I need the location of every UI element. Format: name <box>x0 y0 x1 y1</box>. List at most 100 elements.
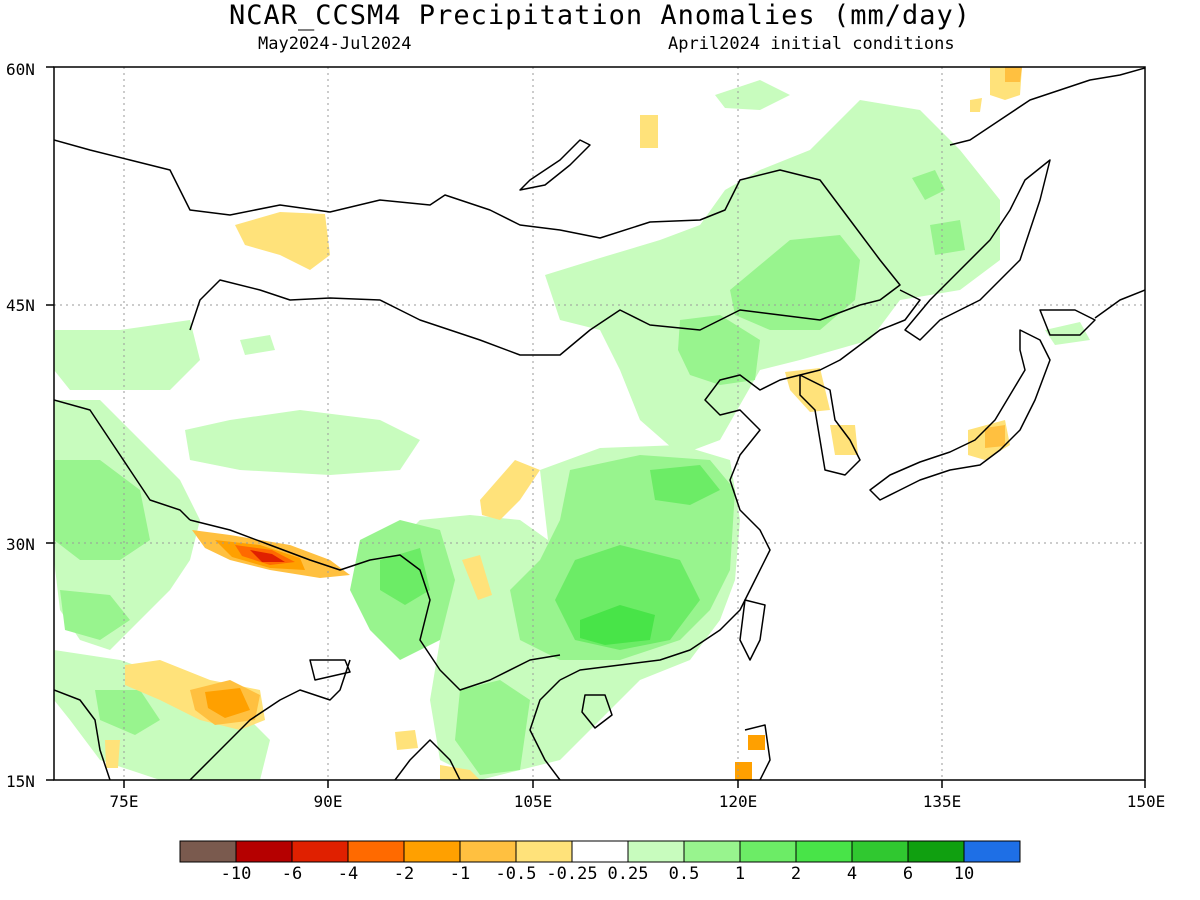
lat-label-15n: 15N <box>6 772 35 791</box>
colorbar-swatch <box>515 840 573 863</box>
colorbar-label: 0.5 <box>668 864 700 884</box>
anomaly-region-nepal-peak <box>250 550 285 562</box>
colorbar-label: 0.25 <box>607 864 649 884</box>
colorbar-label: -0.5 <box>495 864 537 884</box>
japan-coast <box>869 329 1051 501</box>
hainan-coast <box>581 694 613 729</box>
lat-label-30n: 30N <box>6 535 35 554</box>
colorbar-label: 10 <box>953 864 975 884</box>
map-frame <box>53 66 1146 781</box>
anomaly-region-korea-dry <box>785 368 830 412</box>
anomaly-region-sri-dry <box>105 740 120 768</box>
vietnam-coast <box>529 679 561 780</box>
anomaly-region-hokkaido-light <box>1045 322 1090 345</box>
anomaly-region-siberia-dry <box>640 115 658 148</box>
anomaly-region-manchuria-medium <box>930 220 965 255</box>
colorbar-swatch <box>907 840 965 863</box>
colorbar-label: 1 <box>734 864 746 884</box>
anomaly-region-assam-green <box>380 548 430 605</box>
anomaly-region-philippines-core <box>748 735 765 750</box>
colorbar-label: -6 <box>281 864 303 884</box>
anomaly-region-n-china-medium <box>678 315 760 385</box>
lon-label-75e: 75E <box>109 792 139 811</box>
thailand-coast <box>394 739 461 780</box>
anomaly-region-thailand-dry <box>440 765 480 780</box>
colorbar-swatch <box>291 840 349 863</box>
mongolia-china-border <box>189 279 861 356</box>
colorbar-label: 2 <box>790 864 802 884</box>
anomaly-region-xinjiang-dry <box>235 212 330 270</box>
colorbar-swatch <box>235 840 293 863</box>
colorbar-label: -10 <box>220 864 252 884</box>
bay-of-bengal-coast <box>189 659 351 780</box>
colorbar <box>179 840 1021 863</box>
lat-label-45n: 45N <box>6 296 35 315</box>
map-title: NCAR_CCSM4 Precipitation Anomalies (mm/d… <box>229 0 971 31</box>
lon-label-150e: 150E <box>1126 792 1166 811</box>
kuril-coast <box>1094 289 1145 319</box>
graticule <box>54 67 1145 780</box>
anomaly-region-japan-center-dry <box>985 425 1005 448</box>
hokkaido-coast <box>1039 309 1096 336</box>
pakistan-border <box>54 399 191 521</box>
colorbar-label: -4 <box>337 864 359 884</box>
colorbar-label: 6 <box>902 864 914 884</box>
anomaly-region-indochina-medium <box>455 680 530 775</box>
himalaya-border <box>189 519 561 691</box>
anomaly-region-qinghai-dry <box>480 460 540 520</box>
colorbar-label: 4 <box>846 864 858 884</box>
anomaly-region-korea-s-dry <box>830 425 858 455</box>
anomaly-region-india-nw-medium <box>54 460 150 560</box>
colorbar-swatch <box>571 840 629 863</box>
colorbar-swatch <box>179 840 237 863</box>
colorbar-label: -1 <box>449 864 471 884</box>
anomaly-region-ne-medium <box>730 235 860 330</box>
anomaly-region-small-light <box>240 335 275 355</box>
colorbar-swatch <box>851 840 909 863</box>
colorbar-label: -2 <box>393 864 415 884</box>
india-west-coast <box>54 689 111 780</box>
taiwan-coast <box>739 599 766 661</box>
anomaly-region-yunnan-dry <box>462 555 492 600</box>
china-east-coast <box>559 289 921 681</box>
colorbar-swatch <box>683 840 741 863</box>
colorbar-swatch <box>963 840 1021 863</box>
okhotsk-coast <box>949 67 1145 146</box>
colorbar-swatch <box>795 840 853 863</box>
anomaly-region-far-east-medium <box>912 170 945 200</box>
initial-conditions-subtitle: April2024 initial conditions <box>668 34 955 54</box>
anomaly-region-guangxi-bright <box>580 605 655 645</box>
sakhalin-coast <box>904 159 1051 341</box>
colorbar-swatch <box>403 840 461 863</box>
philippines-coast <box>744 724 771 780</box>
anomaly-region-tibet-light <box>185 410 420 475</box>
anomaly-region-e-china-green <box>650 465 720 505</box>
lon-label-90e: 90E <box>313 792 343 811</box>
anomaly-region-mongolia-n-light <box>715 80 790 110</box>
anomaly-region-okhotsk-center-dry <box>1005 67 1022 82</box>
lon-label-120e: 120E <box>718 792 758 811</box>
anomaly-region-india-core <box>205 688 250 718</box>
anomaly-region-india-s-medium <box>95 690 160 735</box>
colorbar-label: -0.25 <box>546 864 598 884</box>
colorbar-swatch <box>739 840 797 863</box>
anomaly-field <box>54 67 1090 780</box>
colorbar-swatch <box>627 840 685 863</box>
lake-baikal <box>519 139 591 191</box>
lon-label-135e: 135E <box>922 792 962 811</box>
lat-label-60n: 60N <box>6 60 35 79</box>
period-subtitle: May2024-Jul2024 <box>258 34 412 54</box>
coastlines <box>54 67 1145 780</box>
korea-peninsula <box>799 374 861 476</box>
anomaly-region-central-asia-light <box>54 320 200 390</box>
anomaly-region-india-w-medium <box>60 590 130 640</box>
russia-mongolia-border <box>54 139 901 306</box>
colorbar-swatch <box>459 840 517 863</box>
bangladesh-delta <box>309 659 351 681</box>
colorbar-swatch <box>347 840 405 863</box>
anomaly-region-kamchatka-dry <box>970 98 982 112</box>
axis-ticks <box>46 66 1146 788</box>
anomaly-region-philippines-s-core <box>735 762 752 780</box>
anomaly-region-bay-dry <box>395 730 418 750</box>
